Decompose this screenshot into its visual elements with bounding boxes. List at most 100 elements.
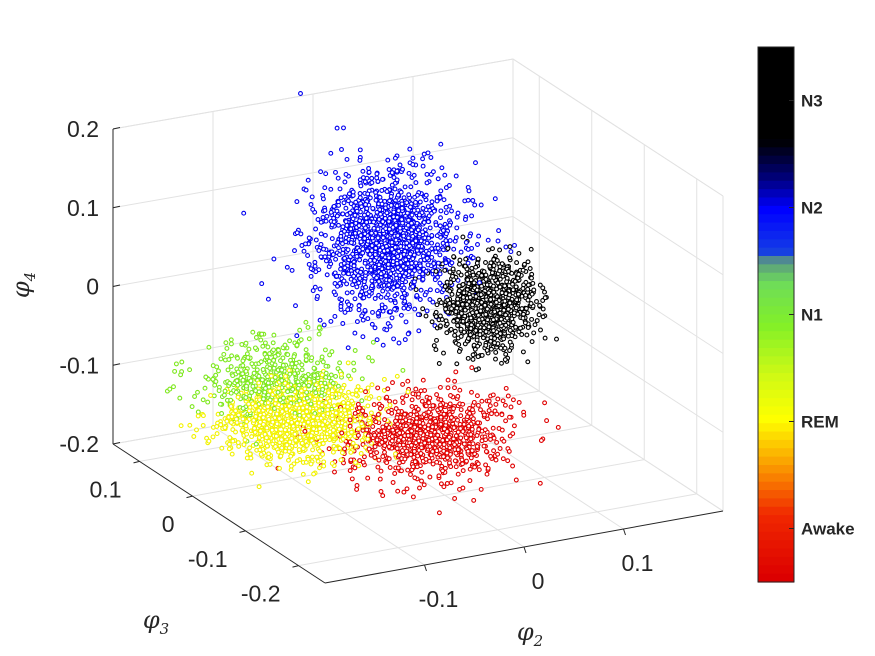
point-n2 — [404, 200, 410, 206]
point-awake — [493, 401, 499, 407]
point-n2 — [370, 309, 375, 315]
point-n3 — [525, 286, 531, 292]
point-n3 — [505, 306, 511, 312]
point-rem — [264, 425, 270, 431]
point-awake — [406, 418, 412, 424]
point-awake — [375, 412, 381, 417]
point-n2 — [385, 157, 391, 163]
x-tick-label: -0.1 — [419, 586, 459, 612]
point-n1 — [187, 367, 193, 373]
point-rem — [230, 438, 236, 444]
point-awake — [486, 398, 492, 404]
point-n2 — [398, 312, 404, 318]
point-n3 — [499, 290, 505, 296]
point-n1 — [304, 395, 310, 401]
point-n3 — [457, 257, 463, 263]
point-rem — [350, 440, 356, 446]
point-n1 — [223, 340, 229, 346]
point-n1 — [327, 352, 333, 358]
point-awake — [434, 448, 440, 454]
point-n3 — [467, 332, 473, 338]
point-n2 — [399, 294, 405, 300]
point-awake — [455, 429, 461, 435]
point-n2 — [394, 261, 400, 266]
point-n2 — [369, 283, 375, 289]
point-rem — [335, 423, 341, 429]
point-n2 — [365, 191, 371, 197]
point-n3 — [495, 280, 501, 286]
colorbar-band — [758, 339, 794, 349]
point-rem — [265, 400, 271, 406]
point-awake — [426, 422, 431, 428]
point-rem — [311, 426, 317, 432]
point-n3 — [469, 265, 475, 271]
point-awake — [302, 428, 308, 434]
point-n1 — [292, 371, 298, 377]
point-n2 — [356, 307, 362, 313]
point-n2 — [375, 235, 381, 241]
point-awake — [448, 393, 453, 398]
point-n2 — [357, 218, 363, 224]
point-n1 — [295, 379, 301, 385]
point-n1 — [290, 386, 296, 392]
point-rem — [365, 436, 371, 442]
point-rem — [300, 471, 306, 477]
point-n3 — [529, 291, 535, 297]
point-rem — [358, 451, 364, 456]
point-awake — [481, 412, 487, 418]
point-awake — [374, 437, 380, 443]
point-n3 — [497, 310, 503, 316]
point-rem — [365, 385, 371, 391]
point-awake — [370, 424, 376, 429]
point-n2 — [435, 176, 441, 182]
point-n3 — [465, 355, 471, 361]
point-n2 — [376, 216, 382, 222]
point-awake — [382, 417, 388, 423]
point-n2 — [403, 319, 409, 325]
point-n3 — [493, 299, 499, 305]
point-n2 — [416, 274, 422, 280]
point-n3 — [525, 325, 531, 330]
point-n2 — [308, 202, 314, 207]
point-n3 — [470, 302, 475, 308]
point-n3 — [514, 260, 520, 266]
point-n1 — [167, 386, 173, 392]
point-n2 — [407, 146, 413, 152]
point-n1 — [271, 357, 277, 363]
point-n3 — [490, 246, 495, 252]
point-n3 — [431, 343, 437, 349]
point-awake — [410, 391, 416, 397]
point-n2 — [299, 243, 305, 248]
point-n3 — [525, 297, 531, 303]
point-awake — [365, 475, 371, 481]
point-awake — [402, 456, 408, 462]
point-rem — [304, 404, 310, 410]
point-rem — [276, 385, 282, 391]
point-n2 — [354, 284, 360, 290]
point-awake — [494, 439, 500, 445]
point-n3 — [442, 284, 448, 289]
point-n2 — [390, 259, 396, 265]
point-n2 — [350, 251, 356, 257]
point-awake — [403, 423, 409, 429]
point-n2 — [386, 167, 392, 172]
point-awake — [507, 433, 513, 439]
point-n2 — [343, 205, 349, 211]
point-n2 — [394, 168, 400, 174]
point-rem — [227, 435, 233, 441]
y-tick-label: -0.1 — [188, 546, 228, 572]
point-n2 — [369, 321, 375, 327]
point-n3 — [460, 234, 466, 240]
point-rem — [235, 394, 241, 400]
point-n2 — [447, 222, 453, 228]
point-n2 — [336, 245, 341, 251]
point-n3 — [488, 297, 494, 302]
colorbar-band — [758, 72, 794, 82]
point-n2 — [447, 238, 453, 244]
point-awake — [427, 458, 433, 464]
point-n3 — [486, 324, 492, 330]
point-n1 — [213, 372, 219, 378]
point-rem — [219, 445, 225, 451]
point-awake — [490, 392, 496, 398]
